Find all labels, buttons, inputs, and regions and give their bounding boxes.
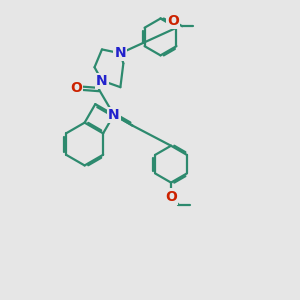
Text: N: N xyxy=(108,108,120,122)
Text: O: O xyxy=(70,81,82,95)
Text: O: O xyxy=(165,190,177,204)
Text: N: N xyxy=(108,108,120,122)
Text: N: N xyxy=(96,74,108,88)
Text: O: O xyxy=(167,14,179,28)
Text: N: N xyxy=(115,46,126,60)
